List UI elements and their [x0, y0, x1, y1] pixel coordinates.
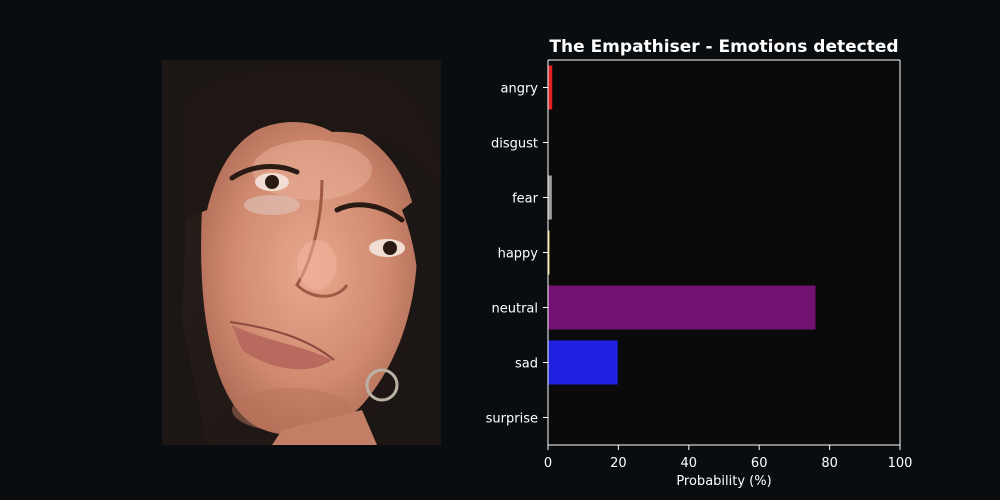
category-label-fear: fear	[512, 192, 539, 207]
chart-title: The Empathiser - Emotions detected	[549, 37, 898, 57]
bar-neutral	[548, 285, 816, 330]
bar-sad	[548, 340, 618, 385]
bar-fear	[548, 175, 552, 220]
x-tick-label-0: 0	[544, 456, 552, 471]
bar-angry	[548, 65, 553, 110]
face-photo	[162, 60, 441, 445]
x-tick-label-100: 100	[888, 456, 913, 471]
category-label-sad: sad	[515, 357, 538, 372]
x-axis-ticks: 0 20 40 60 80 100	[544, 445, 913, 471]
category-label-surprise: surprise	[486, 412, 538, 427]
bar-happy	[548, 230, 550, 275]
category-labels: angry disgust fear happy neutral sad surprise	[486, 82, 548, 427]
x-tick-label-40: 40	[681, 456, 698, 471]
x-tick-label-80: 80	[821, 456, 838, 471]
x-axis-label: Probability (%)	[676, 474, 771, 489]
category-label-angry: angry	[501, 82, 539, 97]
category-label-neutral: neutral	[492, 302, 539, 317]
category-label-happy: happy	[498, 247, 539, 262]
category-label-disgust: disgust	[491, 137, 538, 152]
bars	[548, 65, 816, 440]
x-tick-label-20: 20	[610, 456, 627, 471]
x-tick-label-60: 60	[751, 456, 768, 471]
plot-area	[548, 60, 900, 445]
